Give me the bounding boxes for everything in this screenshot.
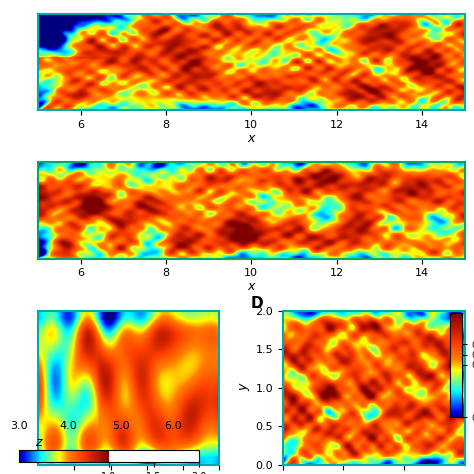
Text: z: z: [35, 436, 41, 448]
Text: 5.0: 5.0: [112, 421, 130, 431]
Text: 3.0: 3.0: [10, 421, 28, 431]
Y-axis label: y: y: [237, 384, 250, 391]
X-axis label: x: x: [247, 132, 255, 145]
Text: 4.0: 4.0: [60, 421, 78, 431]
Text: 6.0: 6.0: [164, 421, 182, 431]
Text: D: D: [250, 296, 263, 310]
X-axis label: x: x: [247, 280, 255, 293]
